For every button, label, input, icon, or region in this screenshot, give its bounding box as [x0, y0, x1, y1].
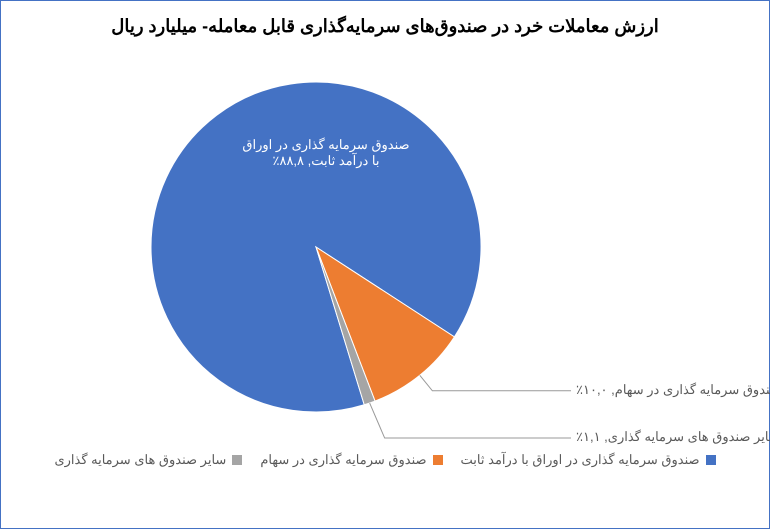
slice-label-equity: صندوق سرمایه گذاری در سهام, ۱۰,۰٪: [576, 382, 770, 398]
chart-title: ارزش معاملات خرد در صندوق‌های سرمایه‌گذا…: [1, 1, 769, 47]
slice-label-other: سایر صندوق های سرمایه گذاری, ۱,۱٪: [576, 429, 770, 445]
legend-label-fixed-income: صندوق سرمایه گذاری در اوراق با درآمد ثاب…: [461, 452, 700, 468]
legend-label-other: سایر صندوق های سرمایه گذاری: [54, 452, 226, 468]
leader-line-other: [370, 403, 571, 438]
chart-container: ارزش معاملات خرد در صندوق‌های سرمایه‌گذا…: [0, 0, 770, 529]
legend-swatch-equity: [433, 455, 443, 465]
legend-item-other: سایر صندوق های سرمایه گذاری: [54, 452, 242, 468]
chart-area: صندوق سرمایه گذاری در اوراقبا درآمد ثابت…: [1, 47, 769, 447]
leader-line-equity: [420, 375, 571, 391]
legend-item-equity: صندوق سرمایه گذاری در سهام: [260, 452, 442, 468]
legend: صندوق سرمایه گذاری در اوراق با درآمد ثاب…: [1, 447, 769, 478]
legend-label-equity: صندوق سرمایه گذاری در سهام: [260, 452, 426, 468]
legend-item-fixed-income: صندوق سرمایه گذاری در اوراق با درآمد ثاب…: [461, 452, 716, 468]
slice-label-fixed-income: صندوق سرمایه گذاری در اوراقبا درآمد ثابت…: [221, 137, 431, 169]
legend-swatch-other: [232, 455, 242, 465]
legend-swatch-fixed-income: [706, 455, 716, 465]
